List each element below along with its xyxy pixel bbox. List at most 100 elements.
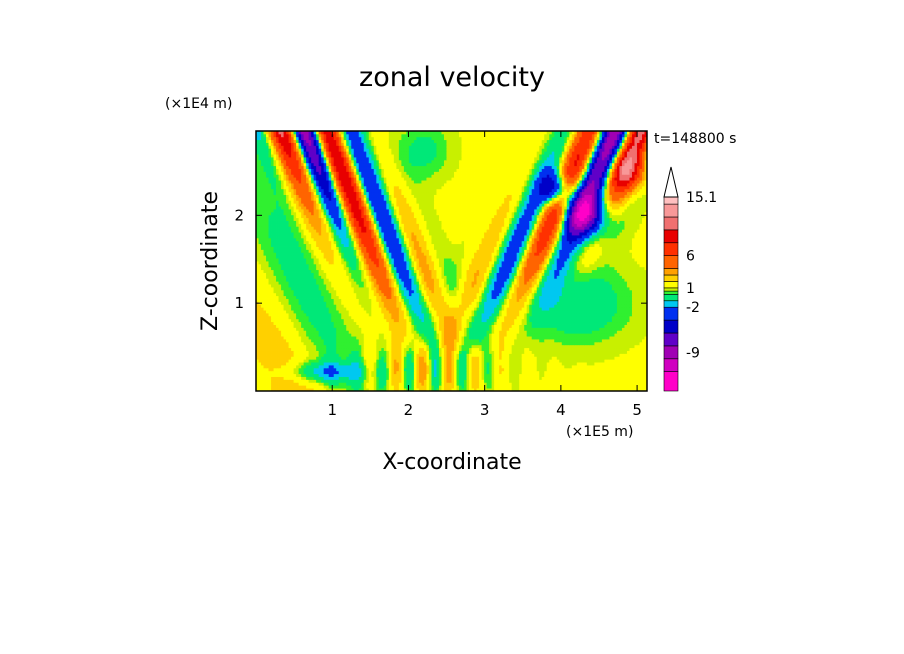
heatmap-cell: [614, 324, 618, 328]
heatmap-cell: [291, 362, 294, 366]
heatmap-cell: [569, 388, 573, 392]
heatmap-cell: [266, 301, 269, 305]
heatmap-cell: [361, 304, 365, 308]
heatmap-cell: [624, 324, 628, 328]
heatmap-cell: [549, 333, 553, 337]
heatmap-cell: [506, 385, 510, 389]
heatmap-cell: [313, 347, 317, 351]
heatmap-cell: [328, 310, 332, 314]
heatmap-cell: [569, 304, 573, 308]
heatmap-cell: [504, 301, 508, 305]
heatmap-cell: [371, 382, 375, 386]
heatmap-cell: [366, 373, 370, 377]
heatmap-cell: [574, 336, 578, 340]
heatmap-cell: [396, 341, 400, 346]
heatmap-cell: [624, 382, 628, 386]
heatmap-cell: [408, 356, 412, 360]
heatmap-cell: [539, 327, 543, 331]
heatmap-cell: [599, 330, 603, 334]
heatmap-cell: [406, 315, 410, 320]
heatmap-cell: [486, 301, 490, 305]
heatmap-cell: [561, 370, 565, 375]
heatmap-cell: [519, 359, 523, 363]
heatmap-cell: [421, 370, 425, 375]
heatmap-cell: [519, 353, 523, 357]
heatmap-cell: [586, 341, 590, 346]
heatmap-cell: [273, 318, 277, 323]
heatmap-cell: [579, 313, 583, 317]
heatmap-cell: [361, 388, 365, 392]
heatmap-cell: [398, 379, 402, 383]
heatmap-cell: [356, 379, 360, 383]
heatmap-cell: [476, 373, 480, 377]
heatmap-cell: [499, 298, 503, 302]
heatmap-cell: [423, 362, 427, 366]
heatmap-cell: [278, 318, 282, 323]
heatmap-cell: [328, 307, 332, 311]
heatmap-cell: [318, 367, 322, 372]
heatmap-cell: [644, 365, 648, 369]
heatmap-cell: [293, 298, 297, 302]
heatmap-cell: [298, 341, 302, 346]
heatmap-cell: [619, 307, 623, 311]
heatmap-cell: [391, 370, 395, 375]
heatmap-cell: [288, 318, 292, 323]
heatmap-cell: [293, 373, 297, 377]
heatmap-cell: [293, 307, 297, 311]
heatmap-cell: [614, 367, 618, 372]
heatmap-cell: [398, 310, 402, 314]
heatmap-cell: [636, 301, 640, 305]
heatmap-cell: [366, 324, 370, 328]
heatmap-cell: [514, 382, 518, 386]
heatmap-cell: [431, 341, 435, 346]
heatmap-cell: [571, 376, 575, 380]
heatmap-cell: [509, 350, 513, 354]
heatmap-cell: [426, 333, 430, 337]
heatmap-cell: [261, 339, 264, 343]
heatmap-cell: [539, 370, 543, 375]
heatmap-cell: [351, 327, 355, 331]
heatmap-cell: [301, 356, 305, 360]
heatmap-cell: [318, 359, 322, 363]
heatmap-cell: [416, 336, 420, 340]
heatmap-cell: [316, 315, 320, 320]
heatmap-cell: [286, 324, 289, 328]
heatmap-cell: [393, 344, 397, 349]
heatmap-cell: [596, 336, 600, 340]
heatmap-cell: [318, 379, 322, 383]
heatmap-cell: [524, 313, 528, 317]
heatmap-cell: [546, 370, 550, 375]
heatmap-cell: [559, 365, 563, 369]
heatmap-cell: [448, 330, 452, 334]
heatmap-cell: [456, 385, 460, 389]
heatmap-cell: [479, 350, 482, 354]
heatmap-cell: [606, 353, 610, 357]
heatmap-cell: [368, 339, 372, 343]
heatmap-cell: [428, 344, 432, 349]
heatmap-cell: [574, 382, 578, 386]
heatmap-cell: [606, 347, 610, 351]
heatmap-cell: [451, 385, 455, 389]
heatmap-cell: [549, 310, 553, 314]
heatmap-cell: [408, 341, 412, 346]
heatmap-cell: [644, 324, 648, 328]
heatmap-cell: [569, 321, 573, 325]
heatmap-cell: [561, 385, 565, 389]
heatmap-cell: [604, 307, 608, 311]
heatmap-cell: [411, 313, 415, 317]
heatmap-cell: [263, 301, 267, 305]
heatmap-cell: [534, 385, 538, 389]
heatmap-cell: [619, 310, 623, 314]
heatmap-cell: [634, 382, 638, 386]
heatmap-cell: [636, 304, 640, 308]
heatmap-cell: [311, 385, 315, 389]
heatmap-cell: [469, 379, 472, 383]
heatmap-cell: [526, 382, 530, 386]
heatmap-cell: [331, 304, 335, 308]
heatmap-cell: [416, 350, 420, 354]
heatmap-cell: [554, 318, 558, 323]
heatmap-cell: [343, 327, 347, 331]
heatmap-cell: [256, 318, 259, 323]
heatmap-cell: [291, 330, 294, 334]
heatmap-cell: [571, 307, 575, 311]
